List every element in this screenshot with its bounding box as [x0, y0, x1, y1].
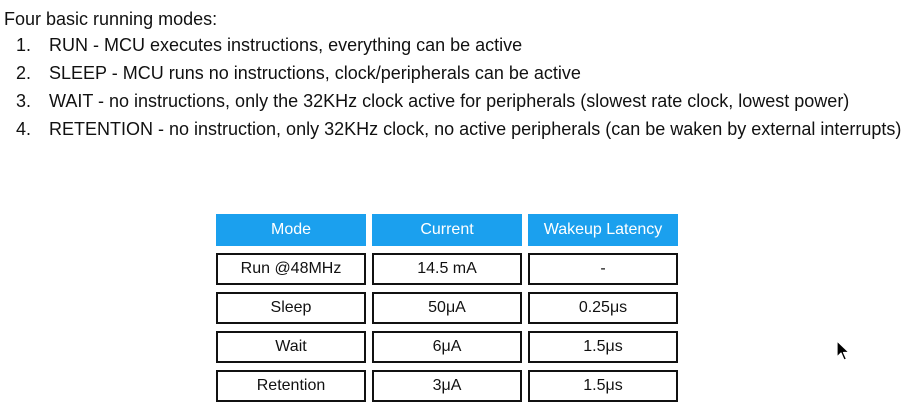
table-row: Wait 6μA 1.5μs: [216, 331, 678, 363]
list-item-text: RETENTION - no instruction, only 32KHz c…: [49, 119, 902, 139]
cell-current: 50μA: [372, 292, 522, 324]
cell-mode: Retention: [216, 370, 366, 402]
cell-current: 3μA: [372, 370, 522, 402]
list-item-sleep: 2. SLEEP - MCU runs no instructions, clo…: [0, 61, 918, 85]
mouse-pointer-icon: [836, 340, 850, 361]
header-current: Current: [372, 214, 522, 246]
cell-wakeup-latency: 1.5μs: [528, 370, 678, 402]
list-item-run: 1. RUN - MCU executes instructions, ever…: [0, 33, 918, 57]
table-row: Sleep 50μA 0.25μs: [216, 292, 678, 324]
list-item-text: WAIT - no instructions, only the 32KHz c…: [49, 91, 850, 111]
power-modes-table-wrapper: Mode Current Wakeup Latency Run @48MHz 1…: [216, 214, 678, 402]
cell-mode: Sleep: [216, 292, 366, 324]
cell-mode: Wait: [216, 331, 366, 363]
header-mode: Mode: [216, 214, 366, 246]
list-number: 1.: [16, 35, 32, 55]
table-row: Run @48MHz 14.5 mA -: [216, 253, 678, 285]
list-item-text: RUN - MCU executes instructions, everyth…: [49, 35, 523, 55]
table-row: Retention 3μA 1.5μs: [216, 370, 678, 402]
list-item-text: SLEEP - MCU runs no instructions, clock/…: [49, 63, 581, 83]
power-modes-table: Mode Current Wakeup Latency Run @48MHz 1…: [210, 207, 684, 409]
list-item-wait: 3. WAIT - no instructions, only the 32KH…: [0, 89, 918, 113]
cell-mode: Run @48MHz: [216, 253, 366, 285]
list-number: 4.: [16, 119, 32, 139]
list-number: 2.: [16, 63, 32, 83]
header-wakeup-latency: Wakeup Latency: [528, 214, 678, 246]
table-header-row: Mode Current Wakeup Latency: [216, 214, 678, 246]
cell-wakeup-latency: -: [528, 253, 678, 285]
list-item-retention: 4. RETENTION - no instruction, only 32KH…: [0, 117, 918, 141]
modes-list: 1. RUN - MCU executes instructions, ever…: [0, 33, 918, 145]
cell-current: 14.5 mA: [372, 253, 522, 285]
cell-wakeup-latency: 1.5μs: [528, 331, 678, 363]
list-number: 3.: [16, 91, 32, 111]
cell-wakeup-latency: 0.25μs: [528, 292, 678, 324]
intro-heading: Four basic running modes:: [4, 9, 218, 29]
cell-current: 6μA: [372, 331, 522, 363]
